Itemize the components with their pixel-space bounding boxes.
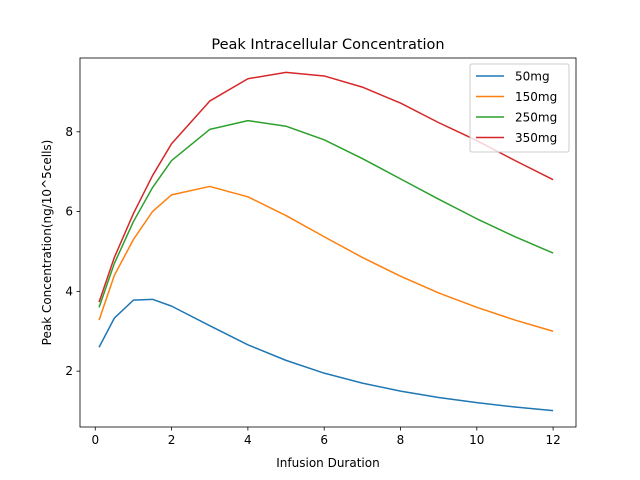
legend-label: 250mg bbox=[515, 111, 557, 125]
legend: 50mg 150mg 250mg 350mg bbox=[469, 63, 570, 153]
x-tick-label: 0 bbox=[91, 433, 99, 447]
series-line-350mg bbox=[98, 71, 554, 303]
y-tick-label: 8 bbox=[65, 125, 73, 139]
x-tick-label: 2 bbox=[168, 433, 176, 447]
legend-label: 50mg bbox=[515, 70, 550, 84]
series-line-250mg bbox=[98, 119, 554, 308]
legend-label: 150mg bbox=[515, 90, 557, 104]
legend-label: 350mg bbox=[515, 131, 557, 145]
y-axis-label: Peak Concentration(ng/10^5cells) bbox=[40, 140, 54, 346]
plot-area: 0 2 4 6 8 10 12 2 4 6 8 bbox=[65, 57, 577, 447]
y-tick-label: 2 bbox=[65, 364, 73, 378]
x-axis-ticks: 0 2 4 6 8 10 12 bbox=[91, 427, 561, 447]
chart-title: Peak Intracellular Concentration bbox=[211, 37, 444, 53]
plot-frame bbox=[79, 57, 577, 428]
x-tick-label: 8 bbox=[397, 433, 405, 447]
x-tick-label: 6 bbox=[320, 433, 328, 447]
y-tick-label: 6 bbox=[65, 205, 73, 219]
series-line-50mg bbox=[98, 298, 554, 412]
x-tick-label: 12 bbox=[545, 433, 560, 447]
x-axis-label: Infusion Duration bbox=[276, 456, 379, 470]
x-tick-label: 10 bbox=[469, 433, 484, 447]
series-line-150mg bbox=[98, 185, 554, 332]
x-tick-label: 4 bbox=[244, 433, 252, 447]
y-tick-label: 4 bbox=[65, 284, 73, 298]
series-lines bbox=[98, 71, 554, 412]
y-axis-ticks: 2 4 6 8 bbox=[65, 125, 80, 378]
legend-box bbox=[469, 63, 570, 153]
